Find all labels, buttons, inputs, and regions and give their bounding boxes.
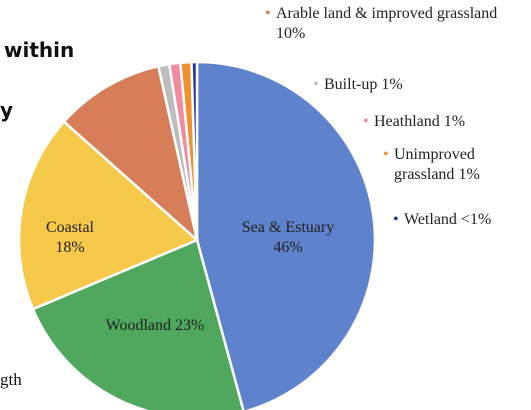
label-name: Sea & Estuary: [241, 219, 335, 236]
legend-marker: •: [313, 76, 319, 93]
pie-slice: [31, 238, 245, 410]
pie-slice: [62, 64, 200, 244]
legend-entry: • Arable land & improved grassland 10%: [265, 4, 506, 44]
label-value: 18%: [55, 239, 85, 256]
legend-marker: •: [265, 5, 271, 22]
legend-marker: •: [383, 146, 389, 163]
legend-entry: • Unimproved grassland 1%: [383, 145, 514, 185]
label-name: Heathland: [374, 113, 440, 130]
text-fragment: gth: [0, 370, 22, 389]
legend-entry: • Wetland <1%: [393, 210, 531, 230]
label-value: <1%: [460, 211, 492, 228]
label-name: Arable land & improved grassland: [276, 5, 498, 22]
label-value: 46%: [273, 239, 303, 256]
label-value: 23%: [175, 317, 205, 334]
label-value: 1%: [381, 76, 403, 93]
legend-entry: • Heathland 1%: [363, 112, 524, 132]
label-value: 10%: [276, 25, 306, 42]
legend-marker: •: [363, 113, 369, 130]
label-value: 1%: [458, 166, 480, 183]
text-fragment: within: [4, 38, 75, 62]
slice-label: Woodland 23%: [100, 316, 210, 336]
label-name: Built-up: [324, 76, 378, 93]
slice-label: Coastal 18%: [30, 218, 110, 258]
label-name: Wetland: [404, 211, 457, 228]
pie-slice: [17, 119, 200, 311]
text-fragment: y: [0, 98, 14, 122]
label-value: 1%: [443, 113, 466, 130]
label-name: Unimproved grassland: [394, 146, 475, 183]
pie-slice: [190, 60, 199, 241]
legend-entry: • Built-up 1%: [313, 75, 474, 95]
label-name: Woodland: [105, 317, 172, 334]
pie-slice: [195, 60, 377, 410]
legend-marker: •: [393, 211, 399, 228]
label-name: Coastal: [46, 219, 94, 236]
slice-label: Sea & Estuary 46%: [228, 218, 348, 258]
